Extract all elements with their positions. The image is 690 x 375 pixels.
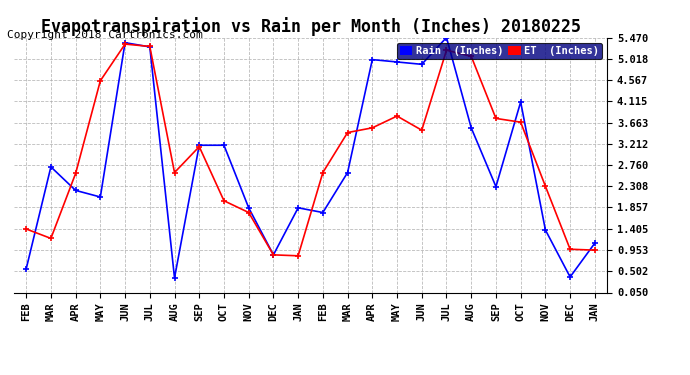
Legend: Rain  (Inches), ET  (Inches): Rain (Inches), ET (Inches)	[397, 43, 602, 59]
Title: Evapotranspiration vs Rain per Month (Inches) 20180225: Evapotranspiration vs Rain per Month (In…	[41, 17, 580, 36]
Text: Copyright 2018 Cartronics.com: Copyright 2018 Cartronics.com	[7, 30, 203, 39]
